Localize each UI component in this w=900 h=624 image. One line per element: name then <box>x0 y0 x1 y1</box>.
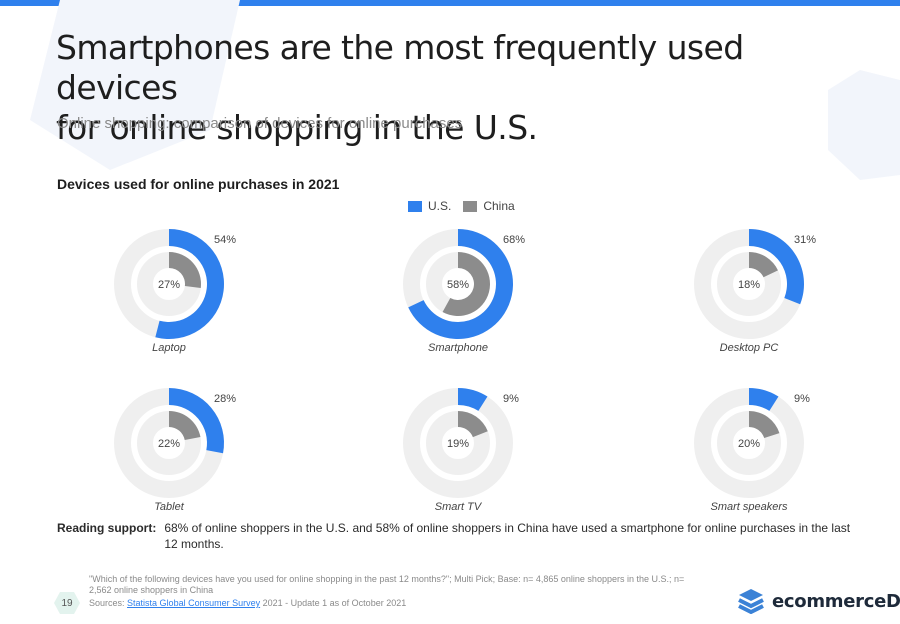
category-label-laptop: Laptop <box>152 342 186 354</box>
category-label-tablet: Tablet <box>154 501 185 513</box>
us-arc-desktop-pc <box>749 229 804 305</box>
us-value-label-smart-speakers: 9% <box>794 393 810 405</box>
reading-support-text: 68% of online shoppers in the U.S. and 5… <box>164 521 851 551</box>
page-number-badge: 19 <box>53 591 81 615</box>
china-arc-smart-speakers <box>749 411 780 439</box>
us-value-label-desktop-pc: 31% <box>794 234 816 246</box>
category-label-smartphone: Smartphone <box>428 342 488 354</box>
category-label-desktop-pc: Desktop PC <box>720 342 779 354</box>
sources-line: Sources: Statista Global Consumer Survey… <box>89 598 406 608</box>
legend-label-china: China <box>483 199 515 213</box>
us-value-label-smart-tv: 9% <box>503 393 519 405</box>
legend-item-china: China <box>463 199 515 213</box>
hexagon-badge-icon <box>54 592 80 614</box>
sources-prefix: Sources: <box>89 598 125 608</box>
page-subtitle: Online shopping: comparison of devices f… <box>57 115 463 132</box>
legend-label-us: U.S. <box>428 199 452 213</box>
chart-legend: U.S. China <box>408 199 527 213</box>
us-arc-smart-tv <box>458 388 488 411</box>
us-arc-smart-speakers <box>749 388 779 411</box>
china-value-label-smart-speakers: 20% <box>738 438 760 450</box>
us-value-label-tablet: 28% <box>214 393 236 405</box>
us-arc-tablet <box>169 388 224 454</box>
sources-link[interactable]: Statista Global Consumer Survey <box>127 598 261 608</box>
us-value-label-smartphone: 68% <box>503 234 525 246</box>
reading-support: Reading support: 68% of online shoppers … <box>57 520 857 552</box>
us-arc-smartphone <box>408 229 513 339</box>
legend-swatch-us <box>408 200 422 212</box>
reading-support-label: Reading support: <box>57 521 157 535</box>
page-number: 19 <box>61 597 73 609</box>
stacked-chevrons-logo-icon <box>738 589 764 614</box>
page-title: Smartphones are the most frequently used… <box>56 28 836 148</box>
china-value-label-smart-tv: 19% <box>447 438 469 450</box>
us-arc-laptop <box>155 229 224 339</box>
china-arc-laptop <box>169 252 201 289</box>
china-value-label-smartphone: 58% <box>447 279 469 291</box>
brand-logo: ecommerceDB <box>738 588 900 614</box>
china-value-label-desktop-pc: 18% <box>738 279 760 291</box>
china-value-label-laptop: 27% <box>158 279 180 291</box>
sources-suffix: 2021 - Update 1 as of October 2021 <box>262 598 407 608</box>
title-line-1: Smartphones are the most frequently used… <box>56 28 744 107</box>
legend-item-us: U.S. <box>408 199 451 213</box>
donut-charts: 54% 27% Laptop 68% 58% Smartphone 31% 18% Deskto… <box>114 229 816 513</box>
top-accent-bar <box>0 0 900 6</box>
china-value-label-tablet: 22% <box>158 438 180 450</box>
chart-title: Devices used for online purchases in 202… <box>57 176 340 192</box>
brand-name: ecommerceDB <box>772 590 900 612</box>
legend-swatch-china <box>463 200 478 212</box>
category-label-smart-tv: Smart TV <box>435 501 483 513</box>
china-arc-smart-tv <box>458 411 488 438</box>
china-arc-smartphone <box>442 252 490 316</box>
china-arc-tablet <box>169 411 201 441</box>
category-label-smart-speakers: Smart speakers <box>710 501 788 513</box>
us-value-label-laptop: 54% <box>214 234 236 246</box>
title-line-2: for online shopping in the U.S. <box>56 108 538 147</box>
china-arc-desktop-pc <box>749 252 778 278</box>
survey-footnote: "Which of the following devices have you… <box>89 574 685 595</box>
